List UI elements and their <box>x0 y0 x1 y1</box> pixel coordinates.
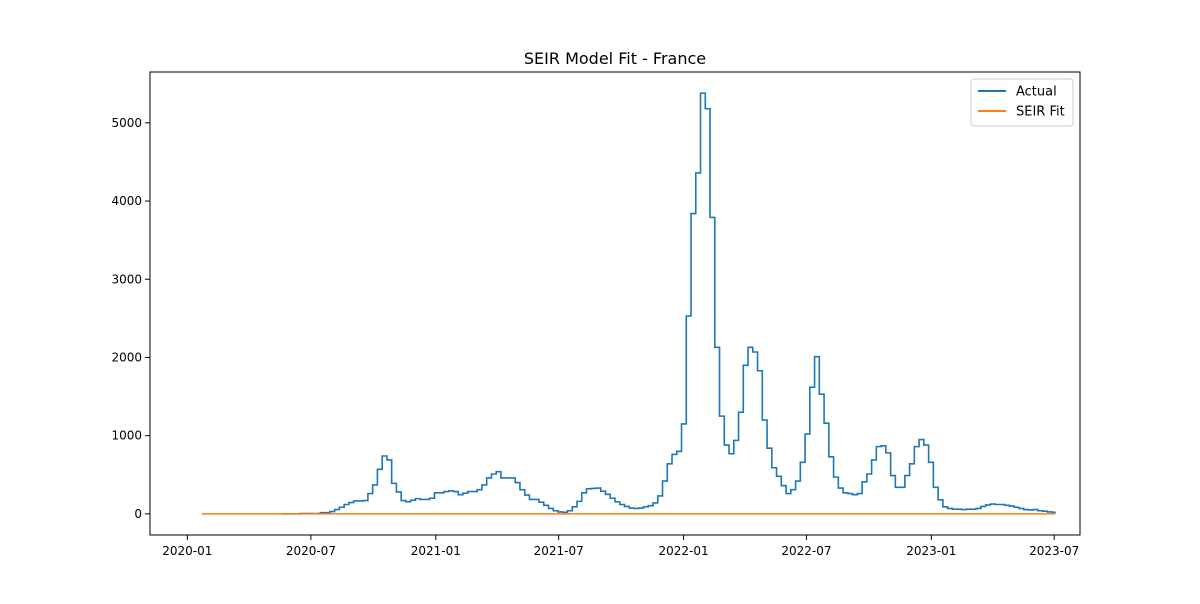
legend-label: SEIR Fit <box>1016 105 1065 120</box>
x-tick-label: 2021-01 <box>411 544 461 558</box>
x-tick-label: 2020-01 <box>162 544 212 558</box>
y-tick-label: 3000 <box>111 272 142 286</box>
y-tick-label: 0 <box>134 507 142 521</box>
series-layer <box>201 92 1056 515</box>
y-tick-label: 4000 <box>111 194 142 208</box>
y-tick-label: 5000 <box>111 116 142 130</box>
legend: Actual SEIR Fit <box>970 78 1074 127</box>
x-tick-label: 2023-07 <box>1029 544 1079 558</box>
plot-area <box>149 71 1081 536</box>
x-tick-label: 2022-01 <box>658 544 708 558</box>
x-tick-label: 2023-01 <box>906 544 956 558</box>
y-axis: 0 1000 2000 3000 4000 5000 <box>111 116 150 521</box>
legend-label: Actual <box>1016 85 1057 100</box>
y-tick-label: 2000 <box>111 350 142 364</box>
chart-title: SEIR Model Fit - France <box>524 49 706 68</box>
y-tick-label: 1000 <box>111 429 142 443</box>
x-tick-label: 2022-07 <box>781 544 831 558</box>
plot-frame <box>149 71 1081 536</box>
series-line-actual <box>282 92 1056 515</box>
x-tick-label: 2020-07 <box>286 544 336 558</box>
x-axis: 2020-01 2020-07 2021-01 2021-07 2022-01 2022-… <box>162 535 1079 558</box>
x-tick-label: 2021-07 <box>534 544 584 558</box>
